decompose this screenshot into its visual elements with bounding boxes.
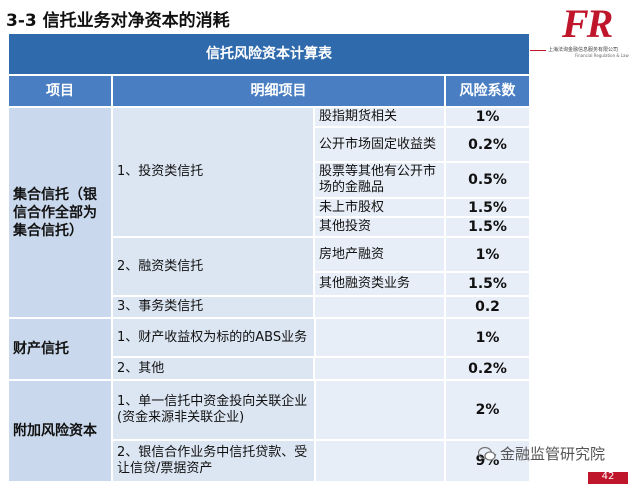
- item-cell: 1、单一信托中资金投向关联企业(资金来源非关联企业): [112, 380, 315, 440]
- detail-cell: 未上市股权: [314, 198, 445, 217]
- logo-company: 上海法询金融信息服务有限公司: [548, 47, 619, 53]
- detail-cell: [315, 380, 445, 440]
- item-cell: 3、事务类信托: [112, 296, 314, 318]
- table-caption: 信托风险资本计算表: [8, 33, 530, 75]
- detail-cell: [315, 440, 445, 482]
- slide-title: 3-3 信托业务对净资本的消耗: [6, 11, 230, 31]
- item-cell: 2、融资类信托: [112, 237, 314, 296]
- watermark: 金融监管研究院: [478, 443, 605, 464]
- factor-cell: 1.5%: [445, 198, 530, 217]
- detail-cell: 其他融资类业务: [314, 272, 445, 296]
- factor-cell: 1%: [445, 237, 530, 272]
- item-cell: 2、银信合作业务中信托贷款、受让信贷/票据资产: [112, 440, 315, 482]
- header-cell: 项目: [8, 75, 112, 107]
- watermark-text: 金融监管研究院: [500, 445, 606, 463]
- watermark-icon: [478, 446, 496, 461]
- factor-cell: 0.2: [445, 296, 530, 318]
- logo-rule: [530, 50, 546, 51]
- detail-cell: 公开市场固定收益类: [314, 127, 445, 162]
- factor-cell: 2%: [445, 380, 530, 440]
- factor-cell: 1.5%: [445, 272, 530, 296]
- header-cell: 风险系数: [445, 75, 530, 107]
- group-cell: 集合信托（银信合作全部为集合信托）: [8, 107, 112, 318]
- detail-cell: [314, 296, 445, 318]
- detail-cell: [314, 357, 445, 380]
- logo: FR: [562, 1, 613, 46]
- item-cell: 1、财产收益权为标的的ABS业务: [112, 318, 315, 357]
- factor-cell: 0.2%: [445, 127, 530, 162]
- item-cell: 1、投资类信托: [112, 107, 314, 237]
- factor-cell: 1%: [445, 107, 530, 127]
- logo-english: Financial Regulation & Law: [575, 53, 629, 58]
- detail-cell: 其他投资: [314, 217, 445, 237]
- detail-cell: 股指期货相关: [314, 107, 445, 127]
- factor-cell: 0.2%: [445, 357, 530, 380]
- detail-cell: [315, 318, 445, 357]
- group-cell: 附加风险资本: [8, 380, 112, 482]
- group-cell: 财产信托: [8, 318, 112, 380]
- factor-cell: 1%: [445, 318, 530, 357]
- detail-cell: 房地产融资: [314, 237, 445, 272]
- factor-cell: 1.5%: [445, 217, 530, 237]
- factor-cell: 0.5%: [445, 162, 530, 198]
- page-number: 42: [588, 472, 628, 484]
- detail-cell: 股票等其他有公开市场的金融品: [314, 162, 445, 198]
- header-cell: 明细项目: [112, 75, 445, 107]
- item-cell: 2、其他: [112, 357, 314, 380]
